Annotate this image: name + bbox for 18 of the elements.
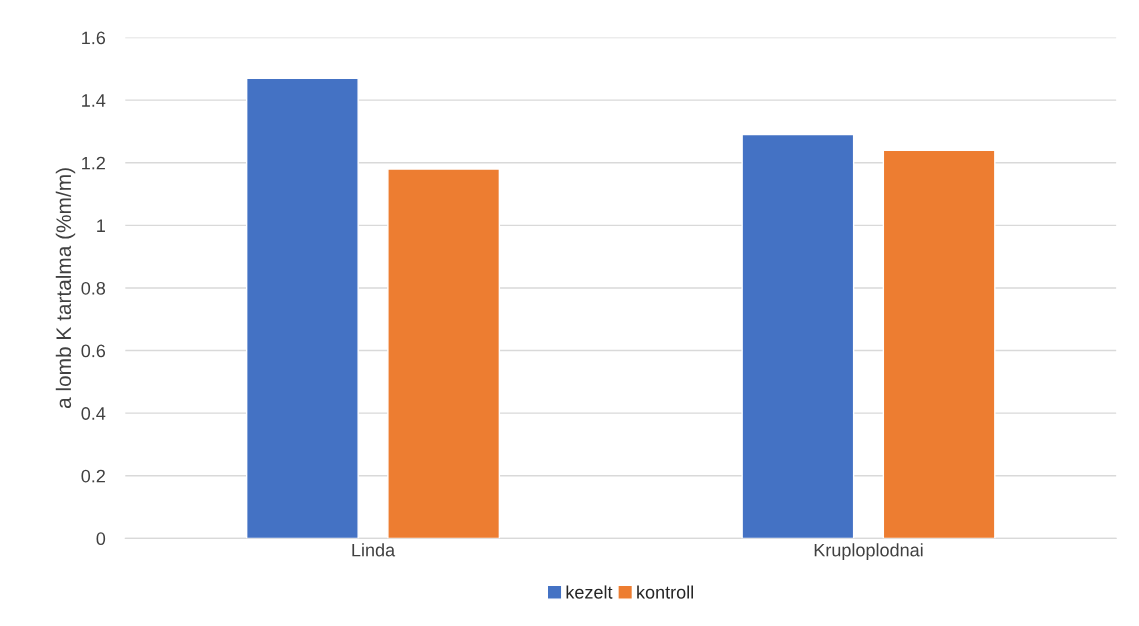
y-tick-label: 0.6 — [81, 344, 106, 358]
y-tick-label: 1.6 — [82, 31, 106, 45]
x-tick-label: Kruploplodnai — [814, 543, 923, 561]
y-tick-label: 0 — [96, 532, 106, 546]
y-tick-label: 1.2 — [82, 156, 105, 170]
legend-label: kontroll — [637, 585, 693, 599]
bar — [741, 133, 855, 539]
bar — [882, 149, 996, 539]
y-tick-label: 0.2 — [81, 469, 105, 483]
y-tick-label: 1 — [97, 219, 105, 232]
x-tick-label: Linda — [352, 543, 396, 557]
y-tick-label: 1.4 — [82, 94, 106, 107]
y-tick-label: 0.8 — [81, 281, 106, 295]
legend-label: kezelt — [566, 585, 613, 599]
y-axis-title: a lomb K tartalma (%m/m) — [55, 168, 76, 409]
bar — [387, 168, 501, 539]
bar — [245, 77, 359, 539]
y-tick-label: 0.4 — [81, 407, 106, 420]
